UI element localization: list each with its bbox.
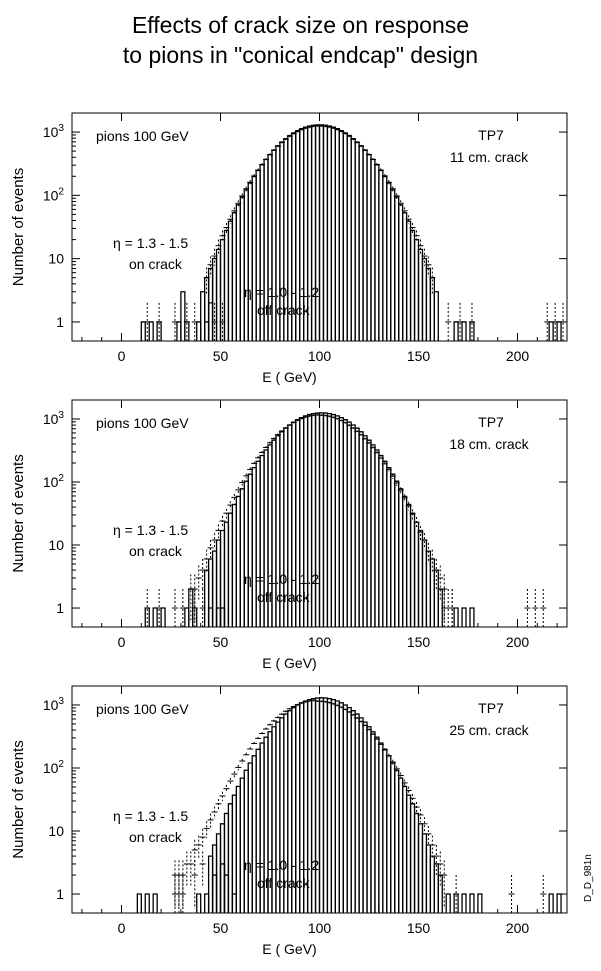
x-axis-label: E ( GeV) — [262, 655, 316, 671]
x-tick-label: 150 — [407, 348, 431, 364]
y-tick-label: 103 — [43, 123, 65, 140]
hist-bin — [433, 291, 439, 341]
figure-title: Effects of crack size on response to pio… — [0, 10, 601, 70]
config-label: TP7 — [478, 414, 504, 430]
hist-bin — [548, 321, 554, 341]
y-tick-label: 1 — [56, 314, 64, 330]
y-tick-label: 102 — [43, 186, 65, 203]
y-tick-label: 10 — [48, 823, 64, 839]
config-label: TP7 — [478, 127, 504, 143]
crack-label: 18 cm. crack — [449, 436, 529, 452]
on-crack-sublabel: on crack — [129, 256, 183, 272]
y-tick-label: 102 — [43, 473, 65, 490]
x-tick-label: 100 — [308, 920, 332, 936]
hist-bin — [556, 893, 562, 913]
hist-bin — [437, 874, 443, 913]
y-axis-label: Number of events — [10, 740, 27, 858]
x-tick-label: 0 — [118, 634, 126, 650]
y-tick-label: 103 — [43, 410, 65, 427]
corner-tag: D_D_981n — [583, 854, 594, 903]
crack-label: 11 cm. crack — [450, 149, 529, 165]
x-axis-label: E ( GeV) — [262, 941, 316, 957]
corner-tag-text: D_D_981n — [583, 854, 594, 902]
series-off-crack — [144, 414, 547, 627]
beam-label: pions 100 GeV — [96, 415, 189, 431]
chart-panel-2: 0 50 100 150 200 1 10 102 103 E ( GeV) Number of e… — [10, 399, 568, 671]
hist-bin — [453, 321, 459, 341]
hist-bin — [148, 321, 154, 341]
y-tick-label: 10 — [48, 251, 64, 267]
hist-bin — [548, 893, 554, 913]
hist-bin — [461, 321, 467, 341]
y-tick-label: 1 — [56, 600, 64, 616]
y-axis-label: Number of events — [10, 168, 27, 286]
on-crack-label: η = 1.3 - 1.5 — [113, 808, 188, 824]
on-crack-label: η = 1.3 - 1.5 — [113, 235, 188, 251]
x-tick-label: 50 — [213, 634, 229, 650]
hist-bin — [556, 321, 562, 341]
y-axis-label: Number of events — [10, 454, 27, 572]
y-tick-label: 1 — [56, 886, 64, 902]
series-off-crack — [144, 125, 567, 341]
hist-bin — [152, 607, 158, 627]
hist-bin — [160, 607, 166, 627]
hist-bin — [469, 893, 475, 913]
chart-panel-3: 0 50 100 150 200 1 10 102 103 E ( GeV) Number of e… — [10, 685, 568, 957]
beam-label: pions 100 GeV — [96, 701, 189, 717]
hist-bin — [445, 893, 451, 913]
hist-bin — [461, 607, 467, 627]
off-crack-label: η = 1.0 - 1.2 — [244, 571, 319, 587]
hist-bin — [461, 893, 467, 913]
title-line-1: Effects of crack size on response — [131, 12, 470, 38]
hist-bin — [477, 893, 483, 913]
hist-bin — [469, 607, 475, 627]
hist-bin — [453, 607, 459, 627]
y-tick-label: 103 — [43, 696, 65, 713]
config-label: TP7 — [478, 700, 504, 716]
x-tick-label: 0 — [118, 348, 126, 364]
hist-bin — [136, 893, 142, 913]
hist-bin — [196, 893, 202, 913]
hist-bin — [180, 291, 186, 341]
on-crack-sublabel: on crack — [129, 829, 183, 845]
y-tick-label: 10 — [48, 537, 64, 553]
series-off-crack — [171, 699, 547, 913]
off-crack-label: η = 1.0 - 1.2 — [244, 284, 319, 300]
x-tick-label: 150 — [407, 920, 431, 936]
x-tick-label: 50 — [213, 348, 229, 364]
title-line-2: to pions in "conical endcap" design — [122, 42, 479, 68]
x-tick-label: 0 — [118, 920, 126, 936]
y-tick-label: 102 — [43, 759, 65, 776]
beam-label: pions 100 GeV — [96, 128, 189, 144]
crack-label: 25 cm. crack — [449, 722, 529, 738]
on-crack-sublabel: on crack — [129, 543, 183, 559]
x-axis-label: E ( GeV) — [262, 369, 316, 385]
off-crack-label: η = 1.0 - 1.2 — [244, 857, 319, 873]
hist-bin — [140, 321, 146, 341]
hist-bin — [152, 893, 158, 913]
x-tick-label: 150 — [407, 634, 431, 650]
x-tick-label: 50 — [213, 920, 229, 936]
x-tick-label: 100 — [308, 634, 332, 650]
x-tick-label: 100 — [308, 348, 332, 364]
hist-bin — [144, 893, 150, 913]
x-tick-label: 200 — [506, 920, 530, 936]
series-on-crack — [136, 697, 562, 913]
x-tick-label: 200 — [506, 634, 530, 650]
x-tick-label: 200 — [506, 348, 530, 364]
on-crack-label: η = 1.3 - 1.5 — [113, 522, 188, 538]
chart-panel-1: 0 50 100 150 200 1 10 102 103 E ( GeV) Number of e… — [10, 112, 568, 385]
